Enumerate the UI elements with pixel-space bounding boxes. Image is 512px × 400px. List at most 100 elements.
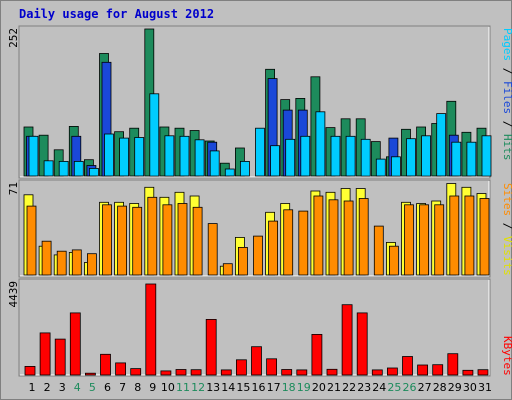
bar-pages-day-10 [164,135,175,177]
x-tick-label: 23 [357,381,371,394]
bar-pages-day-31 [481,135,492,177]
bar-sites-day-7 [117,205,127,276]
bar-sites-day-19 [298,210,309,276]
chart-title: Daily usage for August 2012 [19,7,215,21]
bar-kbytes-day-29 [447,353,459,376]
bar-kbytes-day-26 [402,356,413,376]
bar-pages-day-27 [421,135,432,177]
x-tick-label: 15 [236,381,250,394]
bar-pages-day-12 [194,139,205,177]
x-tick-label: 10 [161,381,175,394]
bar-pages-day-9 [149,93,160,177]
bar-sites-day-12 [192,206,203,276]
bar-kbytes-day-18 [281,369,293,376]
legend-sep: / [501,114,512,134]
bar-sites-day-11 [177,203,188,276]
bar-pages-day-14 [224,168,235,177]
bar-hits-day-2 [38,134,49,177]
bar-sites-day-13 [207,223,218,276]
bar-pages-day-6 [104,133,114,177]
bar-sites-day-26 [404,204,414,276]
x-tick-label: 11 [176,381,190,394]
bar-kbytes-day-15 [235,359,247,376]
x-tick-label: 14 [221,381,235,394]
bar-kbytes-day-4 [69,312,81,376]
x-tick-label: 18 [282,381,296,394]
x-tick-label: 19 [297,381,311,394]
bar-kbytes-day-27 [417,364,429,376]
legend-hits: Hits [501,134,512,161]
legend-bottom: KBytes [501,336,512,376]
bar-pages-day-7 [119,137,129,177]
bar-kbytes-day-20 [311,333,323,376]
x-tick-label: 5 [89,381,96,394]
legend-sep: / [501,61,512,81]
bar-pages-day-21 [330,135,341,177]
x-tick-label: 12 [191,381,205,394]
x-tick-label: 31 [478,381,492,394]
bar-pages-day-23 [360,138,371,177]
bar-pages-day-19 [300,135,311,177]
bar-kbytes-day-10 [160,370,172,376]
bar-kbytes-day-21 [326,368,338,376]
bar-pages-day-30 [466,141,477,177]
bar-kbytes-day-22 [341,304,353,376]
x-tick-label: 17 [267,381,281,394]
bar-sites-day-29 [449,195,460,276]
y-max-label-mid: 71 [7,182,20,195]
bar-sites-day-2 [41,240,52,276]
bar-kbytes-day-11 [175,369,187,376]
legend-sep: / [501,216,512,236]
bar-sites-day-1 [26,205,37,276]
bar-pages-day-29 [451,141,462,177]
x-tick-label: 8 [134,381,141,394]
bar-sites-day-17 [268,220,279,276]
bar-kbytes-day-2 [39,332,51,376]
bar-sites-day-27 [419,204,430,276]
bar-kbytes-day-23 [356,312,368,376]
legend-sites: Sites [501,183,512,216]
bar-kbytes-day-8 [130,368,142,376]
bar-kbytes-day-24 [371,369,383,376]
x-tick-labels: 1 2 3 4 5 6 7 8 9 10 11 12 13 14 15 16 17 18 19 20 21 22 23 24 2… [29,381,493,394]
x-tick-label: 26 [403,381,417,394]
x-tick-label: 4 [74,381,81,394]
bar-sites-day-9 [147,196,158,276]
bar-pages-day-26 [406,138,416,177]
bar-pages-day-3 [58,160,69,177]
legend-visits: Visits [501,236,512,276]
bar-sites-day-24 [373,225,384,276]
bar-sites-day-30 [464,195,475,276]
bar-kbytes-day-7 [115,362,126,376]
bar-kbytes-day-5 [85,372,96,376]
bar-kbytes-day-3 [54,338,66,376]
x-tick-label: 27 [418,381,432,394]
bar-pages-day-24 [375,158,386,177]
x-tick-label: 16 [252,381,266,394]
bar-sites-day-28 [434,204,445,276]
x-tick-label: 7 [119,381,126,394]
bar-kbytes-day-31 [477,369,489,376]
bar-pages-day-1 [28,135,39,177]
bar-sites-day-15 [237,246,248,276]
bar-pages-day-13 [209,150,220,177]
bar-pages-day-22 [345,135,356,177]
x-tick-label: 20 [312,381,326,394]
bar-kbytes-day-14 [220,369,232,376]
x-tick-label: 13 [206,381,220,394]
x-tick-label: 1 [29,381,36,394]
bar-pages-day-28 [436,113,447,177]
x-tick-label: 30 [463,381,477,394]
bar-kbytes-day-17 [266,358,278,376]
bar-kbytes-day-12 [190,369,202,376]
bar-sites-day-10 [162,204,173,276]
x-tick-label: 28 [433,381,447,394]
bar-sites-day-6 [102,204,112,276]
x-tick-label: 6 [104,381,111,394]
bar-pages-day-25 [390,156,401,177]
bar-kbytes-day-16 [251,346,262,376]
bar-kbytes-day-30 [462,369,474,376]
legend-pages: Pages [501,28,512,61]
bar-sites-day-18 [283,209,294,276]
bar-pages-day-16 [255,127,265,177]
